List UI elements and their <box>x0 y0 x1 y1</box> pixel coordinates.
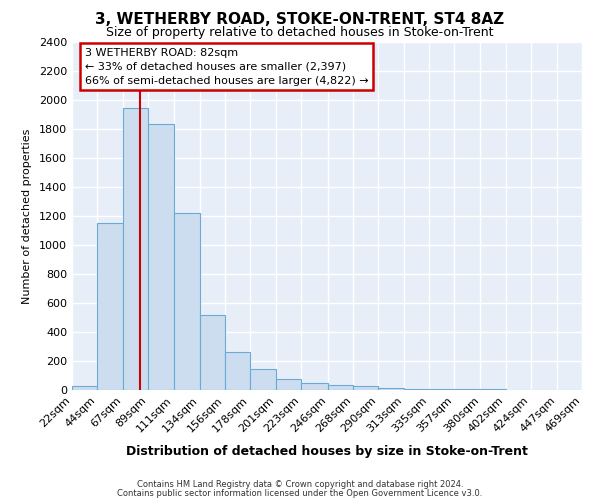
Bar <box>124 108 148 390</box>
Text: 3, WETHERBY ROAD, STOKE-ON-TRENT, ST4 8AZ: 3, WETHERBY ROAD, STOKE-ON-TRENT, ST4 8A… <box>95 12 505 28</box>
Bar <box>404 388 429 390</box>
Bar <box>72 386 97 390</box>
Text: Contains HM Land Registry data © Crown copyright and database right 2024.: Contains HM Land Registry data © Crown c… <box>137 480 463 489</box>
Bar <box>301 383 328 390</box>
Bar <box>148 124 173 390</box>
X-axis label: Distribution of detached houses by size in Stoke-on-Trent: Distribution of detached houses by size … <box>126 445 528 458</box>
Bar <box>200 314 225 390</box>
Bar <box>353 386 378 390</box>
Bar <box>276 379 301 390</box>
Text: Size of property relative to detached houses in Stoke-on-Trent: Size of property relative to detached ho… <box>106 26 494 39</box>
Bar <box>378 388 404 390</box>
Y-axis label: Number of detached properties: Number of detached properties <box>22 128 32 304</box>
Bar <box>328 385 353 390</box>
Bar <box>97 224 124 390</box>
Bar <box>173 214 200 390</box>
Bar <box>225 352 250 390</box>
Bar <box>250 369 276 390</box>
Text: 3 WETHERBY ROAD: 82sqm
← 33% of detached houses are smaller (2,397)
66% of semi-: 3 WETHERBY ROAD: 82sqm ← 33% of detached… <box>85 48 368 86</box>
Text: Contains public sector information licensed under the Open Government Licence v3: Contains public sector information licen… <box>118 488 482 498</box>
